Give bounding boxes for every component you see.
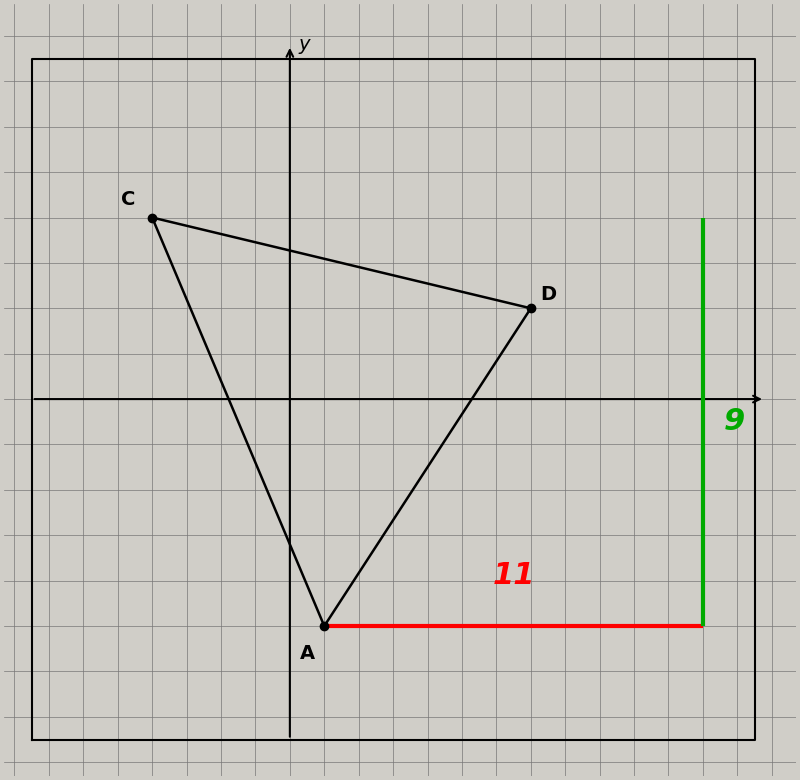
Text: C: C — [121, 190, 135, 209]
Text: D: D — [540, 285, 556, 304]
Text: A: A — [299, 644, 314, 663]
Text: y: y — [298, 35, 310, 54]
Text: 11: 11 — [492, 561, 535, 590]
Text: 9: 9 — [723, 407, 745, 436]
